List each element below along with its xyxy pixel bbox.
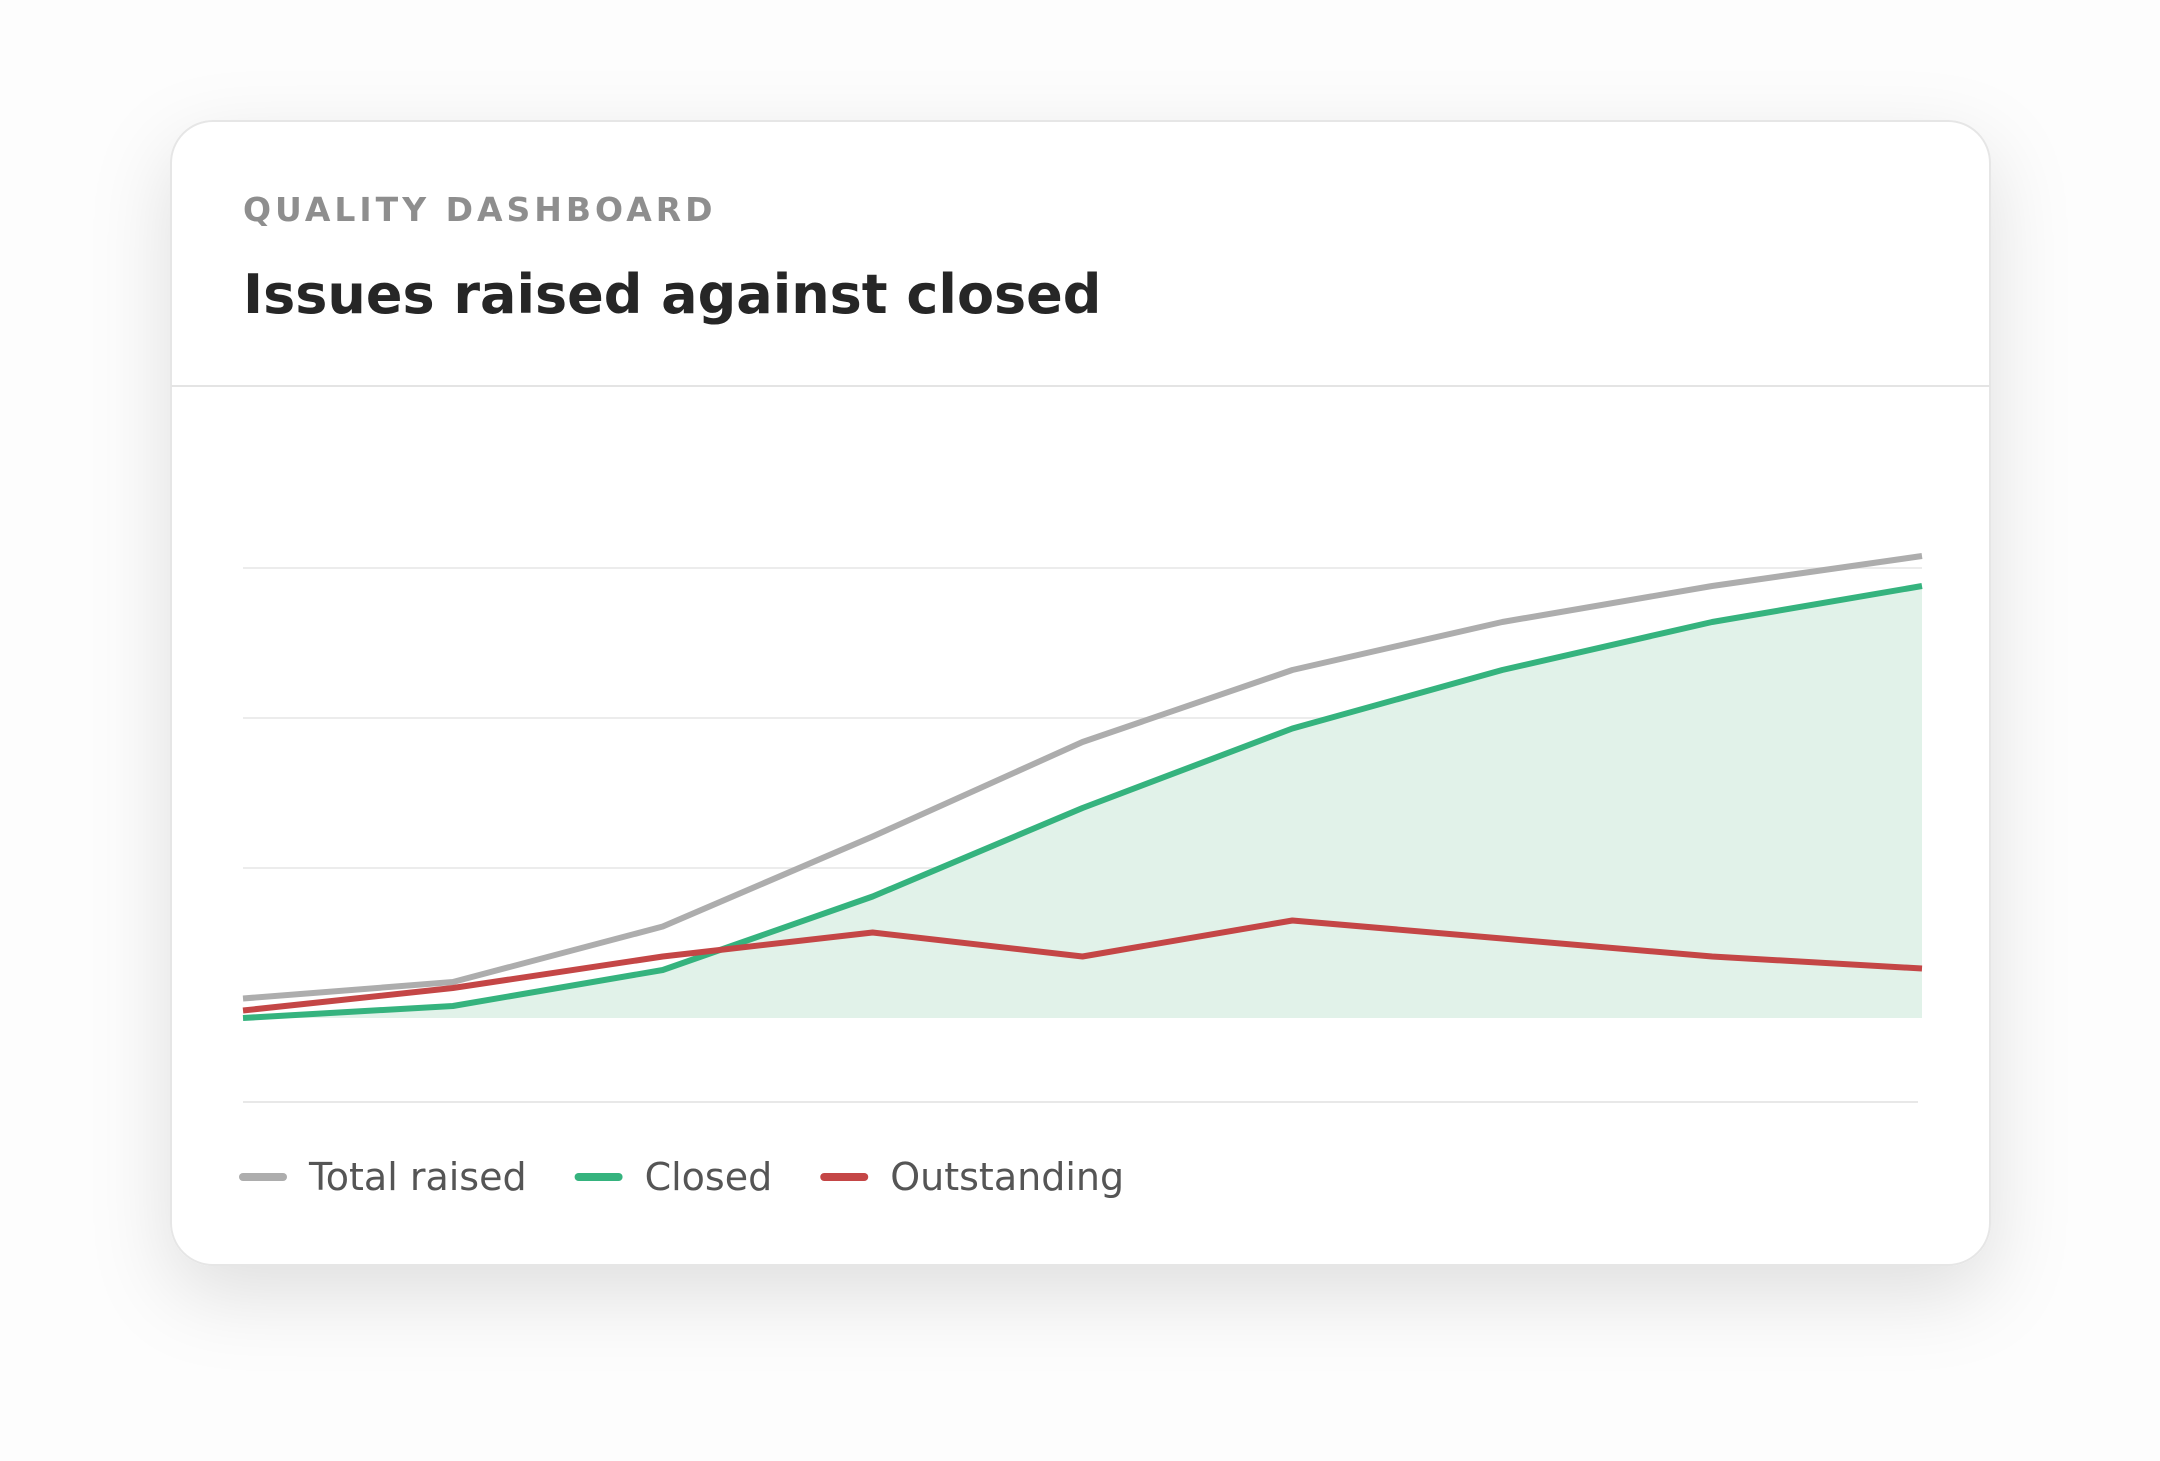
plot (242, 553, 1923, 1021)
legend: Total raised Closed Outstanding (239, 1155, 1124, 1199)
line (242, 917, 1923, 1014)
line (242, 583, 1923, 1021)
legend-label: Closed (645, 1155, 773, 1199)
card-title: Issues raised against closed (243, 263, 1101, 326)
legend-label: Total raised (308, 1155, 527, 1199)
area (243, 586, 1922, 1018)
line (242, 553, 1923, 1002)
legend-label: Outstanding (890, 1155, 1124, 1199)
eyebrow: QUALITY DASHBOARD (243, 190, 717, 229)
